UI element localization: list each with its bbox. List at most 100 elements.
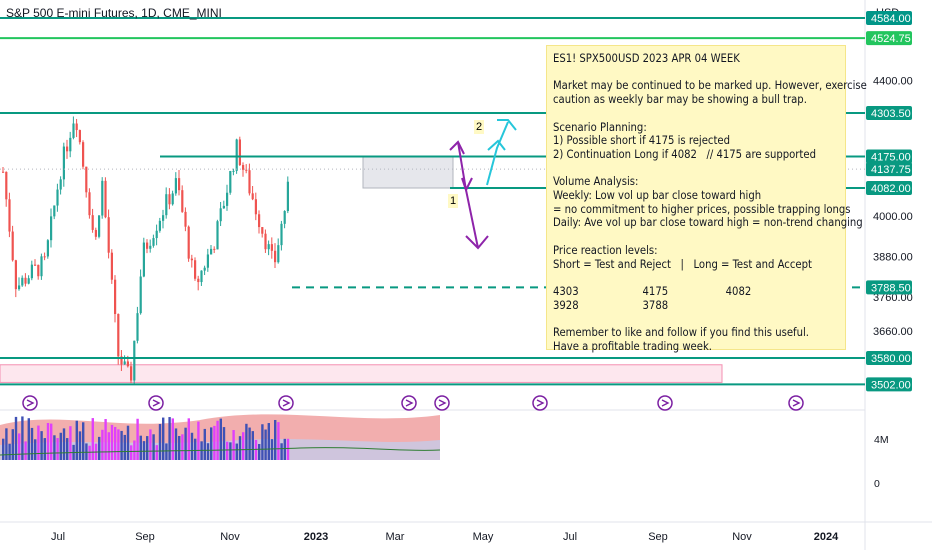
event-icon[interactable] xyxy=(22,395,38,411)
candle-body xyxy=(101,180,104,216)
price-label-bg xyxy=(866,181,912,196)
candle-body xyxy=(43,256,46,258)
note-line: ES1! SPX500USD 2023 APR 04 WEEK xyxy=(553,52,740,65)
candle-body xyxy=(165,194,168,216)
event-markers[interactable] xyxy=(22,395,804,411)
volume-average-line xyxy=(0,447,441,456)
candle-body xyxy=(184,211,187,227)
volume-bar xyxy=(251,431,254,460)
volume-bar xyxy=(222,427,226,460)
time-tick: Nov xyxy=(732,531,752,543)
scenario-arrows xyxy=(449,119,517,250)
note-line: caution as weekly bar may be showing a b… xyxy=(553,93,807,107)
price-tick: 4000.00 xyxy=(873,211,913,223)
price-label-bg xyxy=(866,280,912,295)
candle-body xyxy=(206,254,209,268)
price-label-bg xyxy=(866,377,912,392)
candle-body xyxy=(14,260,17,290)
candle-body xyxy=(40,256,43,277)
analysis-note[interactable]: ES1! SPX500USD 2023 APR 04 WEEK Market m… xyxy=(546,45,867,353)
event-icon[interactable] xyxy=(532,395,548,411)
volume-bar xyxy=(126,425,130,460)
candles xyxy=(2,116,289,384)
volume-bar xyxy=(37,425,40,460)
volume-bar xyxy=(34,439,37,460)
candle-body xyxy=(69,137,72,152)
volume-bar xyxy=(8,443,11,460)
note-line xyxy=(553,107,839,121)
candle-body xyxy=(46,240,49,257)
volume-bar xyxy=(50,423,53,460)
volume-bar xyxy=(267,423,270,460)
candle-body xyxy=(107,217,110,253)
time-tick: Sep xyxy=(648,531,668,543)
price-label: 4082.00 xyxy=(871,183,911,195)
note-line: Have a profitable trading week. xyxy=(553,339,712,353)
volume-bar xyxy=(213,425,216,460)
event-icon[interactable] xyxy=(401,395,417,411)
scenario-tag-2: 2 xyxy=(474,120,485,134)
candle-body xyxy=(98,215,101,237)
price-axis[interactable]: USD4400.004000.003880.003760.003660.0045… xyxy=(866,7,913,490)
volume-pane xyxy=(0,414,441,460)
event-icon[interactable] xyxy=(148,395,164,411)
note-line: = no commitment to higher prices, possib… xyxy=(553,202,851,216)
volume-bar xyxy=(197,421,200,460)
price-label-bg xyxy=(866,11,912,26)
candle-body xyxy=(27,278,30,284)
candle-body xyxy=(280,223,283,246)
volume-bar xyxy=(5,428,8,460)
note-line: Short = Test and Reject | Long = Test an… xyxy=(553,257,812,271)
volume-bar xyxy=(229,442,232,460)
volume-bar xyxy=(136,418,139,460)
volume-bar xyxy=(178,435,181,460)
candle-body xyxy=(149,245,152,249)
volume-bar xyxy=(158,424,162,460)
candle-body xyxy=(274,250,277,263)
event-icon[interactable] xyxy=(278,395,294,411)
event-icon[interactable] xyxy=(657,395,673,411)
price-label-bg xyxy=(866,149,912,164)
long-arrow-head xyxy=(487,139,506,151)
event-icon-glyph xyxy=(438,399,447,407)
price-label-bg xyxy=(866,162,912,177)
volume-bar xyxy=(242,432,245,460)
volume-bar xyxy=(85,443,88,460)
short-arrow-head xyxy=(449,140,465,155)
short-arrow-path xyxy=(457,141,479,249)
volume-bar xyxy=(142,441,146,460)
candle-body xyxy=(94,229,97,237)
price-label: 4175.00 xyxy=(871,152,911,164)
note-line: Volume Analysis: xyxy=(553,175,639,189)
candle-body xyxy=(277,245,280,263)
volume-bar xyxy=(149,429,152,460)
candle-body xyxy=(146,242,149,249)
volume-bar xyxy=(130,445,133,460)
chart-title: S&P 500 E-mini Futures, 1D, CME_MINI xyxy=(6,6,222,20)
price-tick: 3760.00 xyxy=(873,292,913,304)
candle-body xyxy=(238,139,241,166)
candle-body xyxy=(242,165,245,170)
volume-bar xyxy=(53,435,56,460)
candle-body xyxy=(203,267,206,271)
candle-body xyxy=(56,189,59,206)
time-axis[interactable]: Jul Sep Nov 2023 Mar May Jul Sep Nov 2024 xyxy=(51,531,839,543)
note-line xyxy=(553,230,839,244)
volume-bar xyxy=(43,438,46,460)
volume-bar xyxy=(165,443,168,460)
candle-body xyxy=(88,192,91,216)
volume-bar xyxy=(114,426,117,460)
short-arrow-head xyxy=(465,235,489,250)
candle-body xyxy=(162,215,165,221)
candle-body xyxy=(171,193,174,205)
note-line: 4303 4175 4082 xyxy=(553,284,752,298)
event-icon[interactable] xyxy=(788,395,804,411)
time-tick: Mar xyxy=(386,531,405,543)
candle-body xyxy=(72,123,75,138)
volume-bar xyxy=(286,438,290,460)
event-icon[interactable] xyxy=(434,395,450,411)
time-tick: May xyxy=(473,531,494,543)
candle-body xyxy=(155,230,158,239)
note-line xyxy=(553,162,839,176)
